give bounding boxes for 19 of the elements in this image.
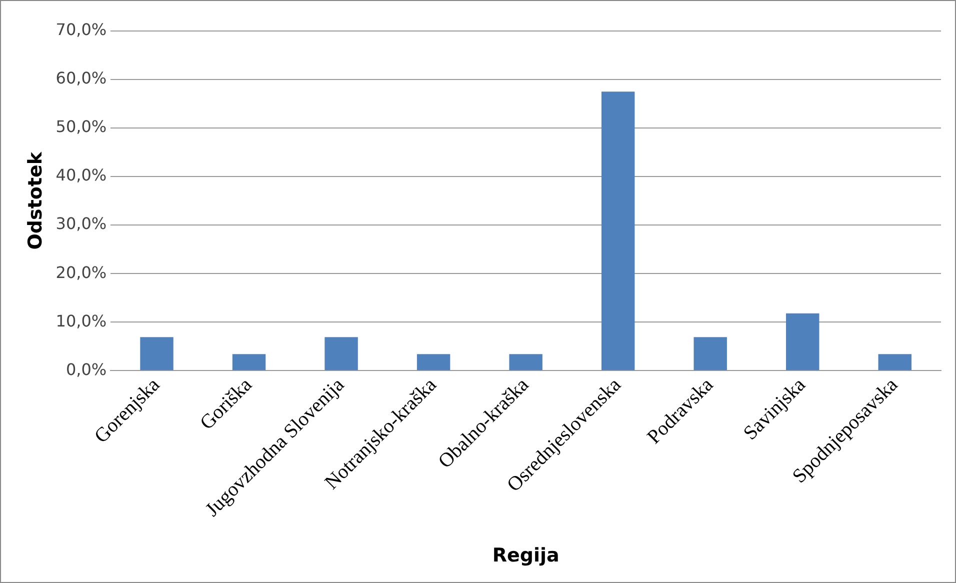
y-tick-label: 70,0% bbox=[56, 20, 107, 40]
bar bbox=[509, 354, 542, 370]
bar bbox=[694, 337, 727, 370]
bar bbox=[324, 337, 358, 370]
y-axis-title: Odstotek bbox=[24, 152, 46, 250]
y-tick-label: 50,0% bbox=[56, 117, 107, 136]
bar bbox=[416, 354, 450, 370]
x-axis-title: Regija bbox=[492, 544, 560, 567]
bar bbox=[140, 337, 174, 370]
y-tick-label: 40,0% bbox=[56, 166, 107, 185]
bar bbox=[601, 92, 635, 370]
bar bbox=[878, 354, 912, 370]
y-tick-label: 60,0% bbox=[56, 68, 107, 88]
y-tick-label: 10,0% bbox=[56, 311, 107, 330]
y-tick-label: 0,0% bbox=[66, 360, 107, 379]
y-tick-label: 20,0% bbox=[56, 262, 107, 282]
bar bbox=[232, 354, 266, 370]
bar bbox=[786, 313, 820, 370]
y-tick-label: 30,0% bbox=[56, 214, 107, 234]
